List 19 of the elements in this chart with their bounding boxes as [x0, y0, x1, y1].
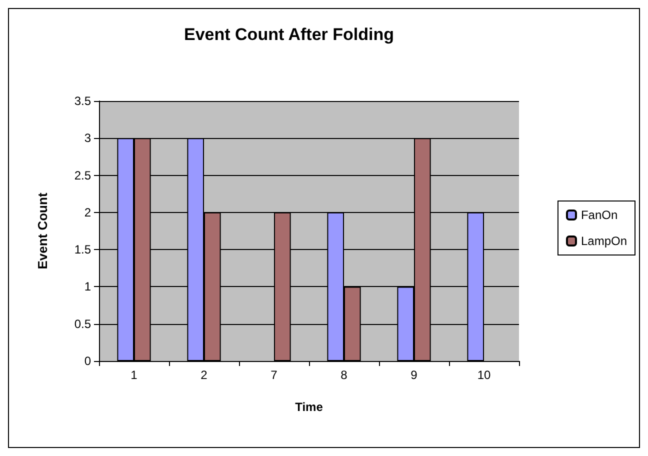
legend-label: FanOn — [580, 208, 618, 222]
y-tick-label: 3.5 — [74, 94, 92, 108]
x-tick-label: 7 — [270, 368, 278, 382]
y-tick-label: 1 — [84, 280, 92, 294]
x-axis-title: Time — [295, 400, 324, 414]
y-tick-label: 2.5 — [74, 168, 92, 182]
y-tick-label: 0.5 — [74, 316, 92, 331]
y-tick-label: 0 — [84, 354, 92, 368]
x-tick-label: 9 — [410, 368, 418, 382]
x-tick-label: 8 — [340, 368, 348, 382]
y-tick-label: 2 — [84, 205, 92, 220]
x-tick-label: 10 — [477, 368, 491, 382]
chart-title: Event Count After Folding — [184, 25, 394, 44]
y-axis-title: Event Count — [35, 192, 50, 270]
x-tick-label: 2 — [200, 368, 208, 382]
y-tick-label: 1.5 — [74, 242, 92, 257]
y-tick-label: 3 — [84, 131, 92, 146]
legend-label: LampOn — [580, 234, 628, 248]
x-tick-label: 1 — [130, 368, 138, 382]
